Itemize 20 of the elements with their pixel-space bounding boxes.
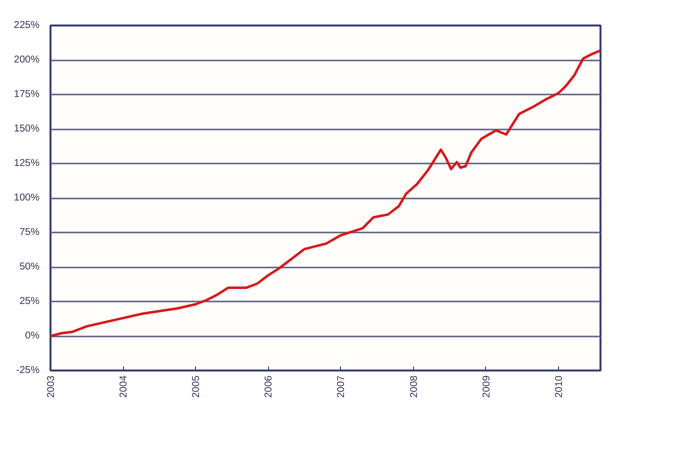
x-tick-label: 2008 — [408, 375, 420, 398]
x-tick-label: 2003 — [46, 375, 57, 398]
y-tick-label: 75% — [19, 227, 40, 238]
y-tick-label: -25% — [16, 365, 40, 376]
y-tick-label: 100% — [14, 192, 40, 204]
x-tick-label: 2007 — [336, 375, 348, 398]
y-tick-label: 125% — [14, 158, 40, 169]
y-tick-label: 175% — [14, 89, 40, 100]
y-tick-label: 200% — [14, 54, 40, 66]
y-tick-label: 25% — [19, 296, 40, 307]
line-series — [50, 49, 600, 338]
y-tick-label: 225% — [14, 20, 40, 31]
y-tick-label: 50% — [19, 262, 40, 272]
x-tick-label: 2009 — [481, 375, 492, 398]
x-tick-label: 2010 — [554, 375, 565, 398]
x-tick-label: 2006 — [264, 375, 275, 398]
y-tick-label: 150% — [14, 124, 40, 134]
y-tick-label: 0% — [25, 330, 40, 342]
x-tick-label: 2004 — [118, 375, 130, 398]
x-tick-label: 2005 — [191, 375, 202, 398]
